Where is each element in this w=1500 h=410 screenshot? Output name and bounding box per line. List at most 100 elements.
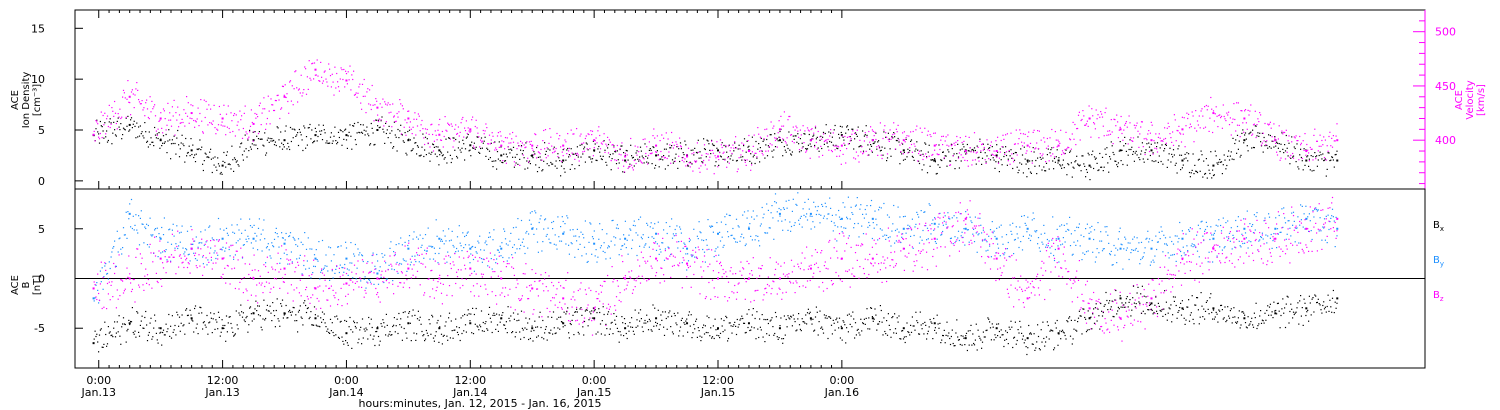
- by-series-point: [1026, 227, 1029, 230]
- density-series-point: [840, 134, 843, 137]
- bz-series-point: [376, 277, 379, 280]
- velocity-series-point: [252, 122, 255, 125]
- density-series-point: [221, 164, 224, 167]
- bx-series-point: [1026, 337, 1029, 340]
- density-series-point: [1150, 149, 1153, 152]
- velocity-series-point: [964, 150, 967, 153]
- by-series-point: [376, 272, 379, 275]
- density-series-point: [438, 149, 441, 152]
- by-series-point: [809, 212, 812, 215]
- bz-series-point: [964, 217, 967, 220]
- y-tick-label-left: 15: [31, 22, 45, 35]
- bz-series-point: [902, 247, 905, 250]
- velocity-series-point: [345, 79, 348, 82]
- velocity-series-point: [1212, 112, 1215, 115]
- velocity-series-point: [500, 144, 503, 147]
- bx-series-point: [221, 327, 224, 330]
- y-tick-label-right: 400: [1435, 134, 1456, 147]
- bx-series-point: [1150, 302, 1153, 305]
- by-series-point: [1243, 227, 1246, 230]
- by-series-point: [531, 227, 534, 230]
- density-series-point: [500, 154, 503, 157]
- by-series-point: [964, 227, 967, 230]
- density-series-point: [933, 159, 936, 162]
- velocity-series-point: [1181, 128, 1184, 131]
- density-series-point: [314, 134, 317, 137]
- bx-series-point: [562, 322, 565, 325]
- density-series-point: [252, 139, 255, 142]
- bx-series-point: [1274, 312, 1277, 315]
- velocity-series-point: [1119, 128, 1122, 131]
- bx-series-point: [1057, 332, 1060, 335]
- by-series-point: [1057, 237, 1060, 240]
- bx-series-point: [345, 332, 348, 335]
- bx-series-point: [686, 322, 689, 325]
- by-series-point: [221, 237, 224, 240]
- by-series-point: [840, 217, 843, 220]
- by-series-point: [283, 242, 286, 245]
- by-series-point: [747, 227, 750, 230]
- bz-series-point: [531, 287, 534, 290]
- bz-series-point: [469, 267, 472, 270]
- bz-series-point: [500, 277, 503, 280]
- velocity-series-point: [1305, 150, 1308, 153]
- bz-series: [92, 196, 1339, 342]
- bz-series-point: [995, 257, 998, 260]
- bx-series-point: [809, 317, 812, 320]
- top-panel-frame: [74, 9, 1426, 190]
- x-tick-time-label: 0:00: [582, 374, 607, 387]
- velocity-series-point: [593, 139, 596, 142]
- velocity-series-point: [747, 150, 750, 153]
- x-tick-time-label: 0:00: [334, 374, 359, 387]
- bx-series-point: [469, 322, 472, 325]
- x-tick-date-label: Jan.15: [576, 386, 611, 399]
- bx-series-point: [1181, 307, 1184, 310]
- bz-series-point: [717, 277, 720, 280]
- by-series-point: [902, 227, 905, 230]
- legend-bx: Bx: [1433, 220, 1444, 233]
- bz-series-point: [92, 287, 95, 290]
- bx-series-point: [964, 337, 967, 340]
- bx-series-point: [717, 327, 720, 330]
- velocity-series-point: [655, 144, 658, 147]
- bx-series-point: [1305, 307, 1308, 310]
- density-series-point: [624, 159, 627, 162]
- by-series-point: [933, 222, 936, 225]
- by-series-point: [438, 237, 441, 240]
- by-series-point: [593, 242, 596, 245]
- bz-series-point: [593, 307, 596, 310]
- bz-series-point: [933, 237, 936, 240]
- density-series-point: [469, 144, 472, 147]
- velocity-axis-label: ACEVelocity[km/s]: [1454, 80, 1487, 119]
- bz-series-point: [1150, 297, 1153, 300]
- y-tick-label-right: 450: [1435, 80, 1456, 93]
- by-series-point: [500, 247, 503, 250]
- velocity-series-point: [314, 68, 317, 71]
- bx-series-point: [1212, 307, 1215, 310]
- by-series-point: [1119, 247, 1122, 250]
- velocity-series-point: [283, 95, 286, 98]
- bz-series-point: [1243, 237, 1246, 240]
- bz-series-point: [128, 277, 131, 280]
- density-series-point: [531, 154, 534, 157]
- by-series-point: [92, 297, 95, 300]
- bz-series-point: [655, 257, 658, 260]
- density-series-point: [1057, 159, 1060, 162]
- by-series-point: [871, 217, 874, 220]
- density-series-point: [1181, 159, 1184, 162]
- density-series-point: [345, 134, 348, 137]
- y-tick-label-right: 500: [1435, 26, 1456, 39]
- density-series-point: [1212, 164, 1215, 167]
- bz-series-point: [221, 257, 224, 260]
- bx-series-point: [1088, 317, 1091, 320]
- velocity-series-point: [159, 117, 162, 120]
- velocity-series-point: [686, 155, 689, 158]
- bz-series-point: [1026, 297, 1029, 300]
- density-series-point: [995, 154, 998, 157]
- bx-series-point: [1243, 317, 1246, 320]
- velocity-series-point: [1243, 117, 1246, 120]
- x-tick-time-label: 12:00: [454, 374, 486, 387]
- bz-series-point: [190, 247, 193, 250]
- x-tick-date-label: Jan.13: [204, 386, 239, 399]
